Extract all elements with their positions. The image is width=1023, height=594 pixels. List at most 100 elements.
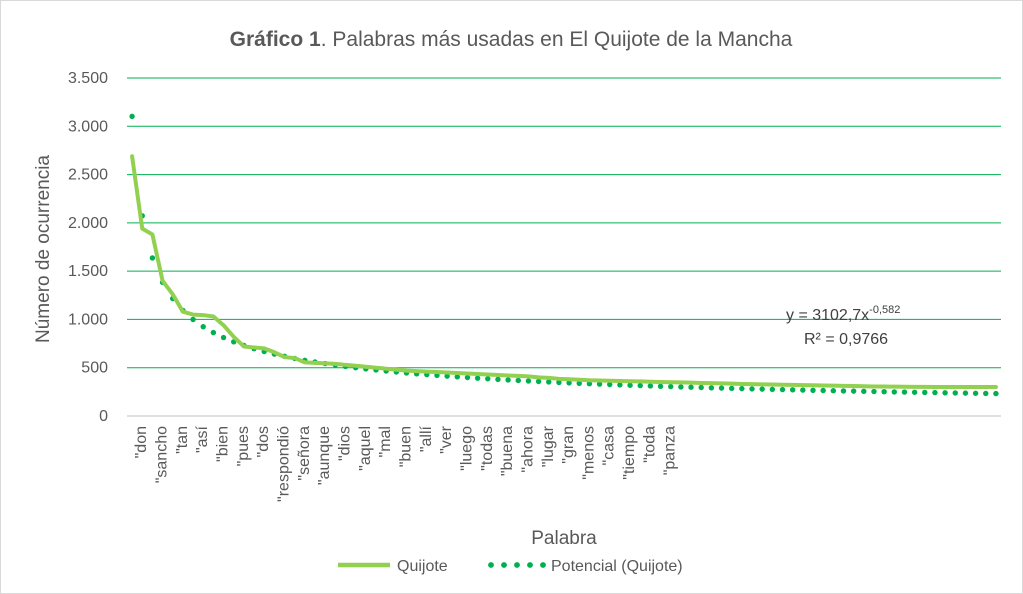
y-tick-label: 3.500 [68,70,108,87]
trendline-point [728,385,735,392]
trendline-point [891,389,897,395]
trendline-point [607,381,613,388]
trendline-point [698,384,704,391]
trendline-point [942,390,948,396]
trendline-point [495,376,501,383]
x-axis-label: Palabra [531,528,597,549]
trendline-point [525,378,532,384]
trendline-point [576,380,582,387]
x-tick-label: "tiempo [621,426,638,480]
legend-label-potencial: Potencial (Quijote) [551,558,683,575]
series-line-quijote [130,154,998,390]
trendline-point [688,384,694,390]
trendline-point [952,390,958,396]
trendline-point [535,378,542,385]
series-layer [129,113,999,397]
y-tick-labels: 0 500 1.000 1.500 2.000 2.500 3.000 3.500 [68,70,108,425]
trendline-point [779,386,786,393]
x-tick-label: "dios [337,426,354,461]
trendline-point [617,382,623,388]
trendline-point [759,386,765,392]
trendline-point [485,376,491,382]
x-tick-label: "todas [479,426,496,471]
legend-dot [540,562,546,568]
trendline-point [871,388,877,395]
trendline-point [769,386,776,393]
grid-lines [127,77,1001,417]
x-tick-label: "aquel [357,426,374,471]
x-tick-label: "buen [397,426,414,467]
trendline-point [840,388,847,394]
trendline-point [505,377,511,383]
trendline-equation-base: y = 3102,7x [786,307,869,324]
x-tick-label: "aunque [316,426,333,485]
trendline-point [129,113,135,120]
x-tick-label: "luego [458,426,475,471]
y-tick-label: 1.500 [68,263,108,280]
trendline-point [820,387,826,394]
y-tick-label: 3.000 [68,118,108,135]
trendline-point [850,388,857,394]
y-tick-label: 1.000 [68,311,108,328]
trendline-point [901,389,908,395]
trendline-point [983,390,989,397]
trendline-point [454,374,460,380]
x-tick-label: "panza [662,426,679,475]
trendline-point [220,334,227,341]
x-tick-label: "mal [377,426,394,457]
trendline-point [993,390,999,397]
trendline-point [474,375,481,381]
x-tick-label: "bien [215,426,232,462]
trendline-point [586,381,593,387]
trendline-point [861,388,867,395]
x-tick-label: "ahora [519,426,536,473]
trendline-point [210,329,217,336]
legend-swatch-potencial [488,562,546,568]
trendline-point [149,255,156,261]
trendline-point [596,381,603,387]
x-tick-label: "casa [601,426,618,466]
trendline-point [911,389,918,395]
x-tick-label: "ver [438,425,455,454]
trendline-point [566,380,572,386]
trendline-point [444,373,450,379]
x-tick-label: "así [194,425,211,453]
x-tick-labels: "don "sancho "tan "así "bien "pues "dos "respon… [133,425,678,502]
trendline-point [749,386,755,392]
trendline-point [922,389,928,396]
x-tick-label: "dos [255,426,272,457]
trendline-point [515,377,521,384]
trendline-point [546,379,552,385]
trendline-equation-exponent: -0,582 [869,304,900,316]
trendline-point [637,382,643,389]
trendline-point [657,383,664,389]
chart-title-bold: Gráfico 1 [230,28,321,51]
x-tick-label: "menos [580,426,597,480]
x-tick-label: "señora [296,426,313,481]
trendline-point [627,382,633,388]
legend-label-quijote: Quijote [397,558,448,575]
legend-dot [488,562,494,568]
x-tick-label: "tan [174,426,191,454]
trendline-point [962,390,969,396]
x-tick-label: "respondió [276,426,293,502]
y-tick-label: 2.500 [68,167,108,184]
chart-title-rest: . Palabras más usadas en El Quijote de l… [321,28,793,51]
x-tick-label: "lugar [540,425,557,467]
trendline-point [739,385,745,392]
x-tick-label: "pues [235,426,252,466]
trendline-point [464,374,471,381]
trendline-point [668,383,674,390]
trendline-point [556,379,562,386]
y-axis-label: Número de ocurrencia [33,155,54,343]
trendline-point [789,387,796,393]
trendline-point [932,389,938,396]
trendline-r-squared: R² = 0,9766 [804,331,888,348]
x-tick-label: "gran [560,426,577,464]
trendline-equation: y = 3102,7x-0,582 [786,304,900,324]
x-tick-label: "buena [499,426,516,476]
y-tick-label: 2.000 [68,215,108,232]
trendline-point [830,388,837,394]
